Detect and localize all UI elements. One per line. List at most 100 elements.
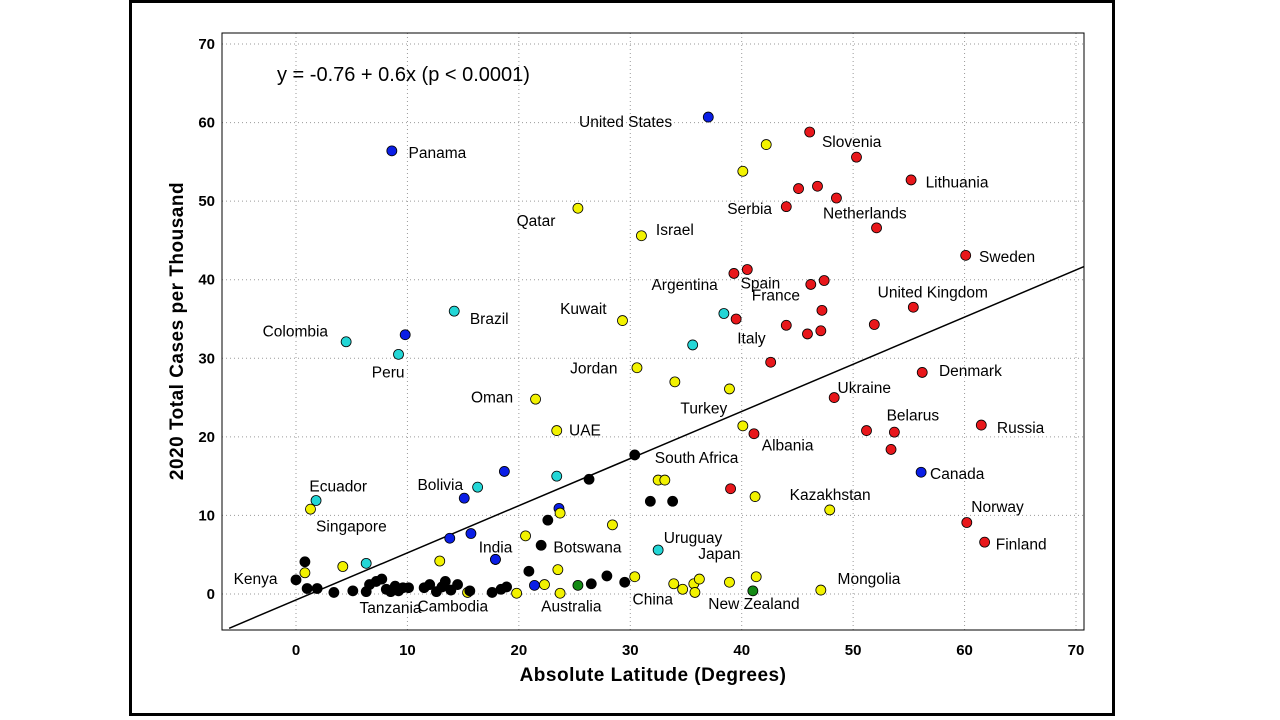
country-label: Netherlands (823, 206, 907, 223)
country-label: Norway (971, 499, 1024, 516)
data-point (458, 492, 470, 504)
y-tick-label: 30 (198, 350, 215, 367)
data-point (652, 544, 664, 556)
data-point (748, 428, 760, 440)
x-tick-label: 60 (956, 642, 973, 659)
data-point (780, 319, 792, 331)
data-point (831, 192, 842, 204)
x-tick-label: 0 (292, 642, 300, 659)
data-point (687, 339, 699, 351)
data-point (310, 495, 322, 506)
data-point (802, 328, 813, 340)
data-point (728, 268, 740, 279)
country-label: Tanzania (360, 600, 422, 617)
country-label: Serbia (727, 201, 772, 218)
data-point (542, 514, 554, 526)
country-label: Lithuania (926, 174, 989, 191)
country-label: Singapore (316, 518, 387, 535)
x-tick-label: 70 (1068, 642, 1085, 659)
data-point (667, 495, 679, 507)
data-point (961, 517, 973, 528)
country-label: Panama (409, 145, 467, 162)
data-point (386, 145, 398, 157)
data-point (871, 222, 882, 234)
y-tick-label: 50 (198, 193, 215, 210)
data-point (815, 584, 827, 596)
country-label: Jordan (570, 361, 617, 378)
data-point (636, 230, 647, 242)
country-label: Mongolia (838, 571, 901, 588)
country-label: Spain (741, 276, 781, 293)
data-point (644, 495, 656, 507)
country-label: Argentina (651, 277, 718, 294)
regression-line (228, 265, 1084, 629)
data-point (452, 579, 463, 590)
data-point (851, 151, 862, 163)
country-label: Japan (698, 546, 740, 563)
data-point (907, 301, 919, 313)
data-point (737, 420, 749, 432)
country-label: South Africa (655, 450, 739, 467)
data-point (749, 491, 761, 502)
country-label: United Kingdom (878, 284, 988, 301)
country-label: Botswana (553, 540, 621, 557)
data-point (551, 425, 563, 436)
y-tick-label: 70 (198, 36, 215, 53)
country-label: Cambodia (417, 599, 488, 616)
country-label: United States (579, 114, 672, 131)
data-point (915, 466, 927, 478)
data-point (888, 426, 900, 438)
x-tick-label: 50 (845, 642, 862, 659)
data-point (629, 449, 641, 461)
data-point (979, 536, 991, 548)
data-point (718, 308, 730, 319)
data-point (828, 392, 840, 403)
country-label: Oman (471, 390, 513, 407)
data-point (668, 578, 680, 590)
data-point (607, 519, 618, 531)
country-label: Peru (372, 364, 405, 381)
data-point (868, 319, 880, 330)
data-point (693, 573, 705, 585)
data-point (403, 582, 414, 594)
data-point (448, 305, 460, 317)
y-tick-label: 10 (198, 507, 215, 524)
country-label: Ecuador (309, 478, 367, 495)
data-points (290, 111, 991, 599)
country-label: Brazil (470, 311, 509, 328)
country-label: Slovenia (822, 134, 882, 151)
x-tick-label: 30 (622, 642, 639, 659)
country-label: Turkey (680, 401, 727, 418)
data-point (520, 530, 531, 542)
country-label: Canada (930, 466, 985, 483)
data-point (424, 579, 436, 590)
data-point (464, 585, 476, 597)
country-label: Denmark (939, 363, 1002, 380)
data-point (780, 201, 792, 213)
data-point (601, 570, 613, 582)
data-point (583, 473, 595, 485)
country-label: UAE (569, 423, 601, 440)
regression-line-group (228, 265, 1084, 629)
data-point (572, 202, 584, 214)
data-point (530, 393, 541, 405)
country-label: Qatar (517, 213, 556, 230)
data-point (629, 571, 641, 583)
data-point (815, 325, 827, 337)
country-labels: United States Panama Canada Slovenia Lithuan… (234, 114, 1047, 617)
data-point (724, 576, 735, 588)
data-point (702, 111, 714, 123)
data-point (376, 573, 388, 585)
country-label: Finland (996, 537, 1047, 554)
data-point (554, 587, 566, 599)
country-label: Colombia (263, 324, 329, 341)
country-label: Kazakhstan (790, 487, 871, 504)
data-point (812, 180, 823, 192)
data-point (750, 571, 762, 583)
y-tick-label: 20 (198, 429, 215, 446)
axis-ticks: 0 10 20 30 40 50 60 70 0 10 20 30 40 50 60 70 (198, 36, 1084, 659)
data-point (523, 565, 535, 577)
data-point (439, 576, 451, 587)
data-point (434, 555, 446, 567)
